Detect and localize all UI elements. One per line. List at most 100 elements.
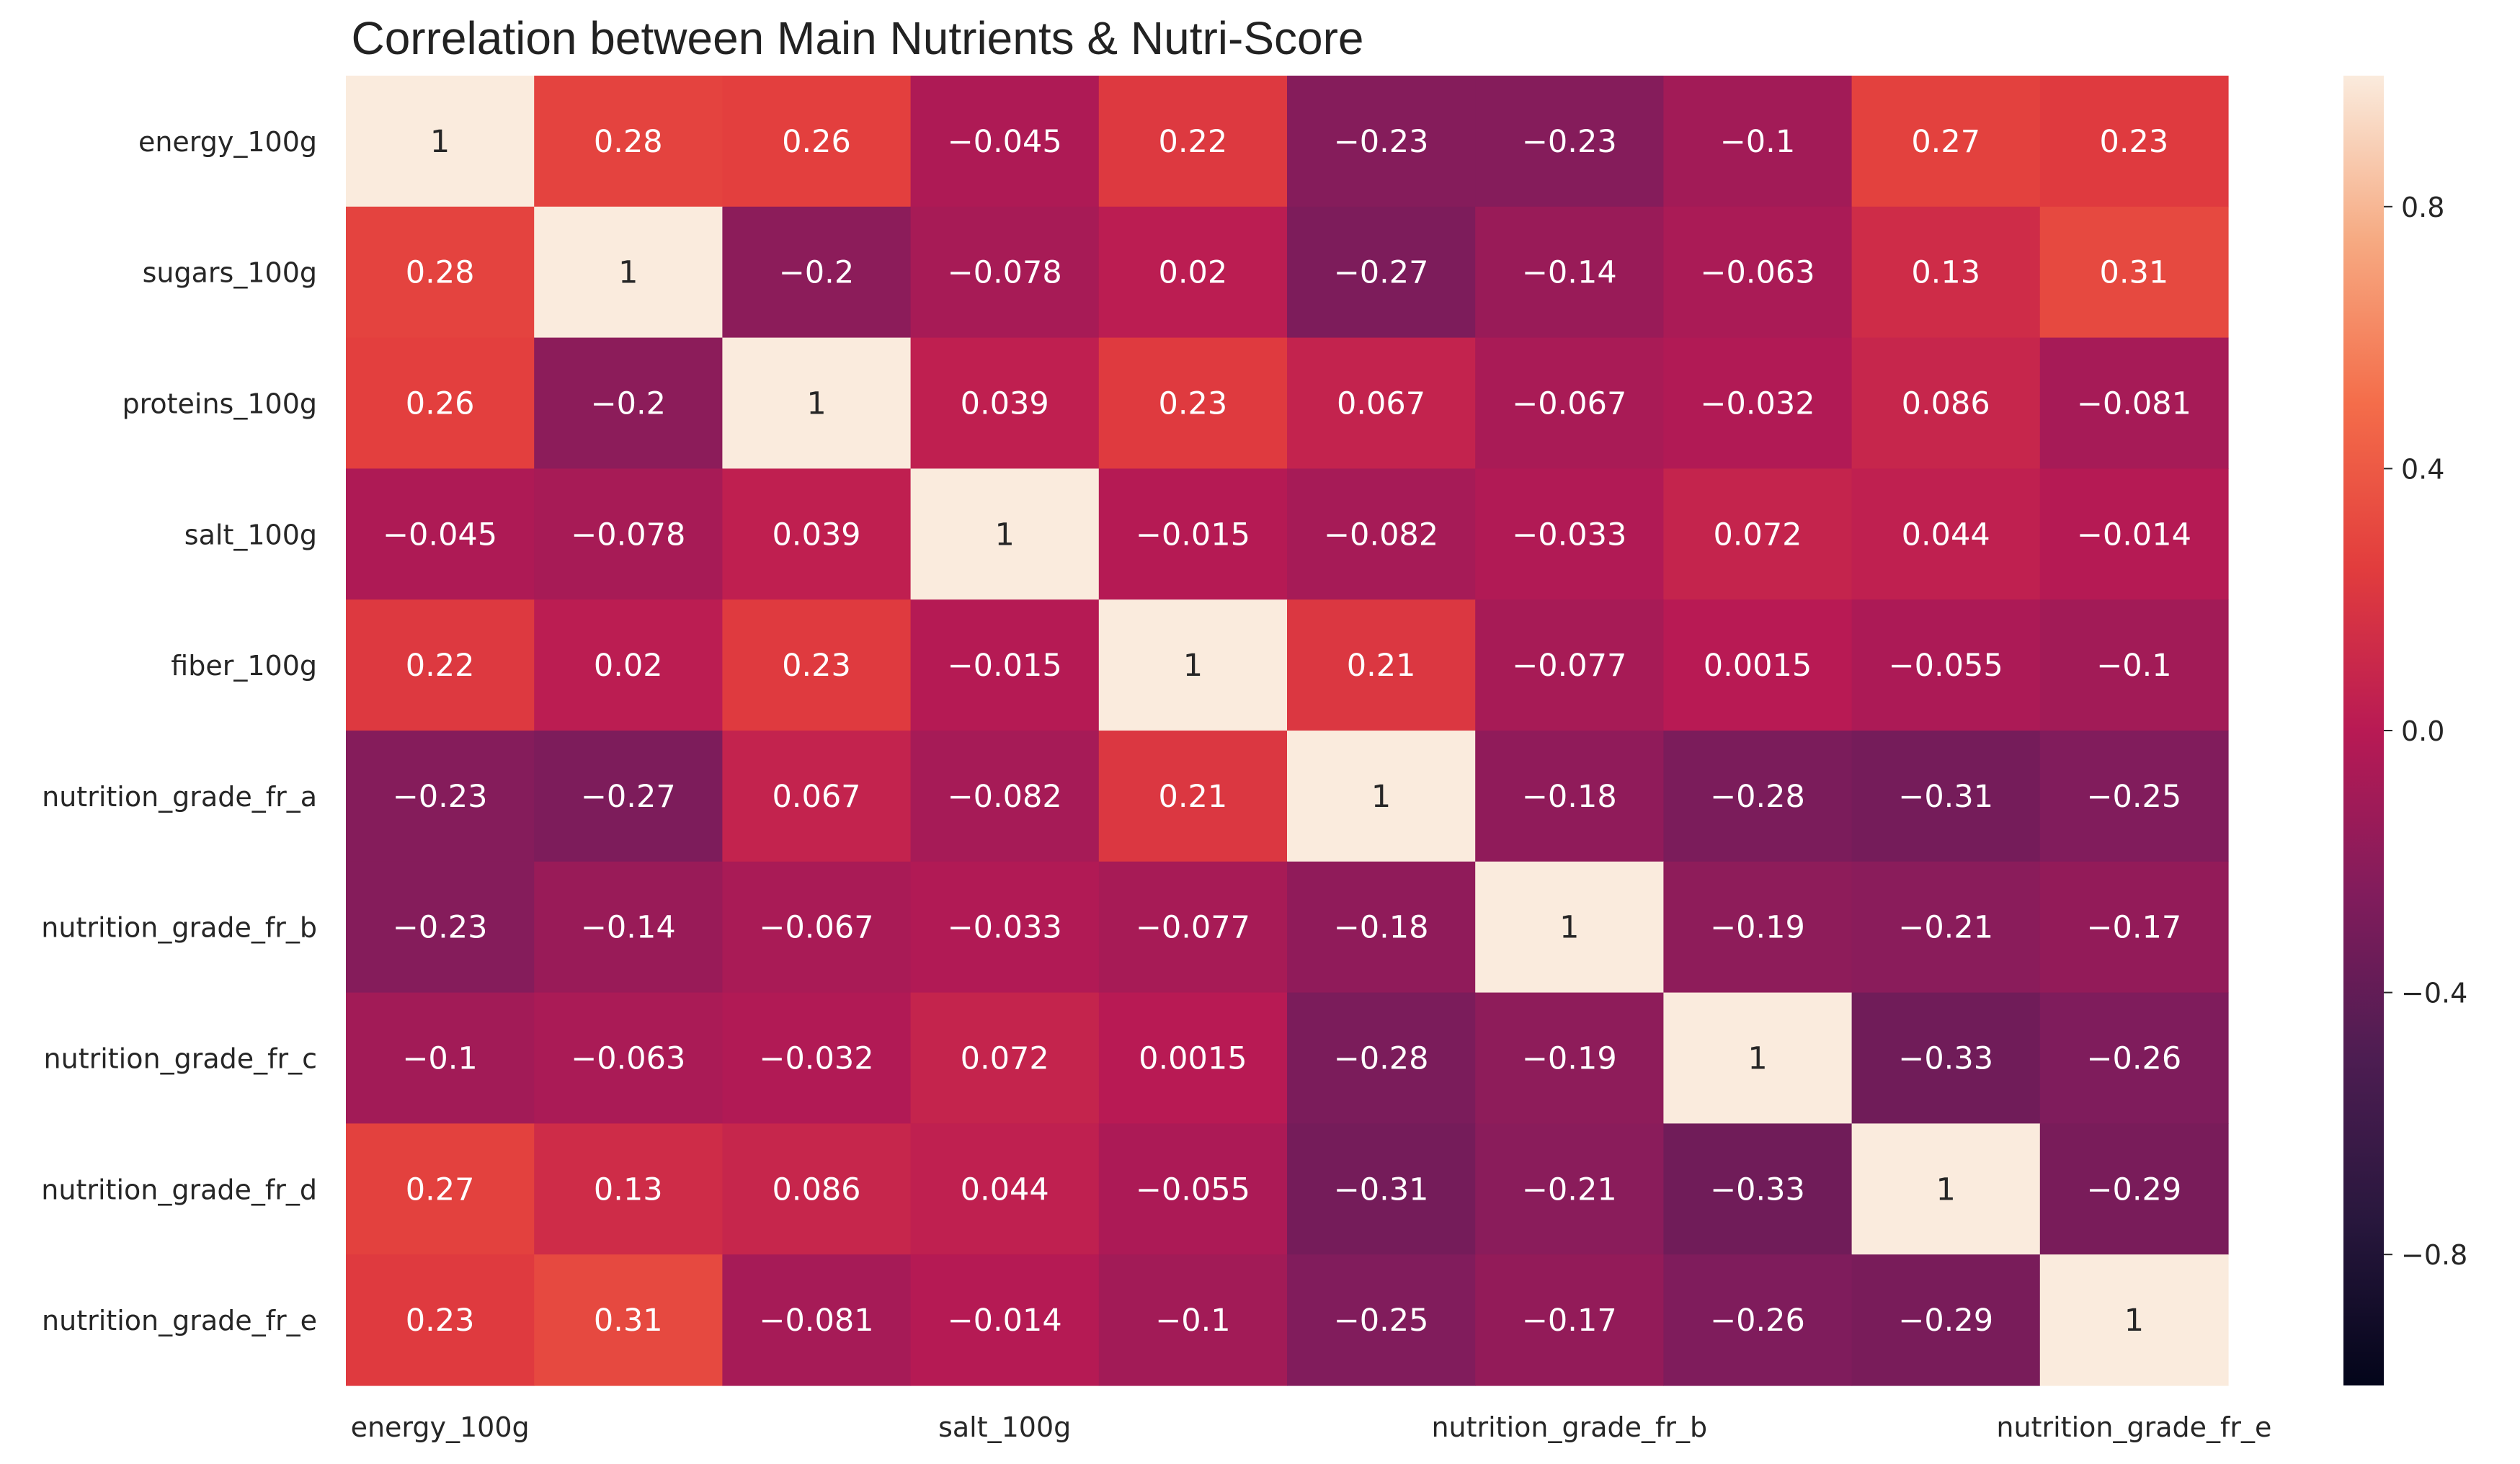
cell-label: −0.19	[1522, 1041, 1617, 1077]
heatmap-cell	[1098, 337, 1288, 469]
heatmap-cell	[1098, 206, 1288, 339]
heatmap-cell	[1475, 731, 1664, 862]
cell-label: 1	[995, 517, 1015, 553]
heatmap-cell	[722, 599, 912, 731]
cell-label: −0.055	[1136, 1171, 1250, 1208]
colorbar-tick-label: 0.4	[2401, 453, 2444, 485]
heatmap-cell	[1851, 599, 2041, 731]
cell-label: −0.23	[393, 779, 488, 815]
row-label: salt_100g	[184, 519, 317, 550]
cell-label: −0.33	[1898, 1041, 1993, 1077]
cell-label: 0.086	[772, 1171, 860, 1208]
cell-label: −0.077	[1512, 648, 1626, 684]
heatmap-cell	[1475, 337, 1664, 469]
heatmap-cell	[1851, 337, 2041, 469]
heatmap-cell	[1663, 337, 1853, 469]
heatmap-cell	[910, 206, 1100, 339]
cell-label: 1	[1747, 1041, 1767, 1077]
heatmap-cell	[910, 992, 1100, 1124]
heatmap-cell	[1287, 337, 1476, 469]
heatmap-cell	[1663, 861, 1853, 994]
cell-label: −0.28	[1334, 1041, 1429, 1077]
heatmap-cell	[910, 76, 1100, 207]
cell-label: 0.044	[961, 1171, 1049, 1208]
heatmap-cell	[534, 861, 723, 994]
heatmap-cell	[346, 992, 535, 1124]
colorbar: 0.8 0.4 0.0 −0.4 −0.8	[2343, 76, 2467, 1385]
cell-label: −0.23	[393, 910, 488, 946]
cell-label: −0.2	[591, 386, 666, 422]
cell-label: −0.063	[1700, 255, 1815, 291]
heatmap-cell	[346, 206, 535, 339]
heatmap-cell	[534, 992, 723, 1124]
cell-label: −0.063	[571, 1041, 685, 1077]
colorbar-tick-label: 0.8	[2401, 192, 2444, 223]
cell-label: −0.25	[2087, 779, 2182, 815]
heatmap-cell	[2039, 206, 2229, 339]
cell-label: 0.22	[1159, 124, 1228, 160]
row-labels: energy_100g sugars_100g proteins_100g salt_…	[41, 126, 317, 1336]
heatmap-cell	[1287, 1254, 1476, 1386]
cell-label: 0.13	[1911, 255, 1980, 291]
row-label: nutrition_grade_fr_b	[41, 912, 317, 944]
heatmap-cell	[534, 1254, 723, 1386]
cell-label: −0.033	[1512, 517, 1626, 553]
cell-label: 0.26	[782, 124, 851, 160]
cell-label: −0.31	[1898, 779, 1993, 815]
heatmap-cell	[2039, 861, 2229, 994]
heatmap-cell	[1098, 1123, 1288, 1255]
row-label: nutrition_grade_fr_e	[42, 1305, 317, 1336]
heatmap-cell	[534, 731, 723, 862]
heatmap-cell	[2039, 468, 2229, 600]
cell-label: −0.14	[581, 910, 676, 946]
cell-label: −0.21	[1522, 1171, 1617, 1208]
heatmap-cell	[1287, 206, 1476, 339]
heatmap-cell	[1098, 992, 1288, 1124]
row-label: energy_100g	[138, 126, 317, 158]
heatmap-cell	[346, 337, 535, 469]
cell-label: 0.23	[2100, 124, 2169, 160]
heatmap-cell	[346, 1254, 535, 1386]
heatmap-cell	[1475, 1123, 1664, 1255]
cell-label: 0.02	[594, 648, 663, 684]
row-label: sugars_100g	[143, 257, 317, 289]
heatmap-cell	[1287, 76, 1476, 207]
cell-label: −0.21	[1898, 910, 1993, 946]
heatmap-cell	[722, 206, 912, 339]
cell-label: 0.039	[772, 517, 860, 553]
heatmap-cell	[1098, 731, 1288, 862]
heatmap-cell	[346, 76, 535, 207]
column-label: energy_100g	[351, 1411, 530, 1443]
heatmap-cell	[722, 861, 912, 994]
cell-label: −0.1	[402, 1041, 477, 1077]
cell-label: −0.032	[1700, 386, 1815, 422]
cell-label: −0.1	[1720, 124, 1795, 160]
heatmap-cell	[1098, 599, 1288, 731]
cell-label: −0.26	[2087, 1041, 2182, 1077]
cell-label: −0.067	[759, 910, 873, 946]
cell-label: −0.081	[759, 1303, 873, 1339]
heatmap-cell	[346, 1123, 535, 1255]
cell-label: 0.044	[1902, 517, 1990, 553]
heatmap-cell	[346, 731, 535, 862]
heatmap-cell	[722, 992, 912, 1124]
heatmap-cell	[722, 468, 912, 600]
heatmap-cell	[1287, 731, 1476, 862]
heatmap-cell	[722, 337, 912, 469]
cell-label: −0.18	[1334, 910, 1429, 946]
heatmap-cell	[1287, 861, 1476, 994]
cell-label: −0.25	[1334, 1303, 1429, 1339]
heatmap-cell	[722, 1123, 912, 1255]
cell-label: 0.31	[594, 1303, 663, 1339]
heatmap-cell	[1851, 468, 2041, 600]
cell-label: −0.33	[1710, 1171, 1805, 1208]
heatmap-cell	[1851, 1123, 2041, 1255]
cell-label: 1	[806, 386, 826, 422]
cell-label: 1	[1183, 648, 1203, 684]
cell-label: 1	[430, 124, 450, 160]
heatmap-cell	[910, 1123, 1100, 1255]
cell-label: 0.27	[1911, 124, 1980, 160]
cell-label: 1	[1559, 910, 1579, 946]
column-labels: energy_100g salt_100g nutrition_grade_fr_b…	[351, 1411, 2272, 1443]
heatmap-cell	[1851, 992, 2041, 1124]
